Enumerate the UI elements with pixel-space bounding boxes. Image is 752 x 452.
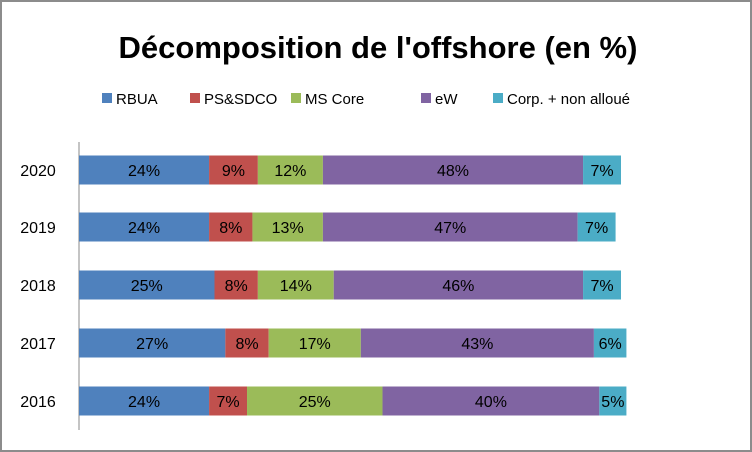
bar-segment [577, 212, 616, 242]
data-label: 7% [590, 163, 613, 180]
data-label: 25% [131, 278, 163, 295]
bar-segment [79, 155, 210, 185]
bar-segment [209, 155, 258, 185]
chart-title: Décomposition de l'offshore (en %) [119, 30, 638, 65]
data-label: 27% [136, 336, 168, 353]
category-label: 2016 [20, 394, 56, 411]
legend-label: MS Core [305, 91, 364, 108]
legend-swatch [190, 93, 200, 103]
legend-label: PS&SDCO [204, 91, 277, 108]
data-label: 14% [280, 278, 312, 295]
bar-segment [247, 386, 383, 416]
bar-segment [252, 212, 323, 242]
bar-segment [583, 155, 621, 185]
data-label: 46% [442, 278, 474, 295]
bar-segment [382, 386, 600, 416]
data-label: 17% [299, 336, 331, 353]
category-label: 2018 [20, 278, 56, 295]
bar-segment [209, 386, 248, 416]
category-label: 2019 [20, 220, 56, 237]
data-label: 7% [216, 394, 239, 411]
data-label: 9% [222, 163, 245, 180]
bar-segment [79, 328, 226, 358]
data-label: 47% [434, 220, 466, 237]
legend-label: Corp. + non alloué [507, 91, 630, 108]
data-label: 7% [585, 220, 608, 237]
bar-segment [583, 270, 621, 300]
data-label: 24% [128, 220, 160, 237]
legend-label: RBUA [116, 91, 158, 108]
category-label: 2017 [20, 336, 56, 353]
bar-segment [214, 270, 258, 300]
data-label: 8% [219, 220, 242, 237]
legend-swatch [291, 93, 301, 103]
data-label: 43% [461, 336, 493, 353]
bar-segment [225, 328, 269, 358]
bar-segment [209, 212, 253, 242]
legend-swatch [493, 93, 503, 103]
bars: 2020 24% 9% 12% 48% 7% 2019 24% 8% 13% 47% 7% 2018 25… [20, 155, 627, 416]
category-label: 2020 [20, 163, 56, 180]
bar-segment [333, 270, 584, 300]
bar-segment [79, 212, 210, 242]
legend-label: eW [435, 91, 458, 108]
data-label: 5% [601, 394, 624, 411]
data-label: 12% [274, 163, 306, 180]
legend: RBUA PS&SDCO MS Core eW Corp. + non alloué [102, 91, 630, 108]
bar-segment [79, 386, 210, 416]
data-label: 48% [437, 163, 469, 180]
data-label: 7% [590, 278, 613, 295]
legend-swatch [421, 93, 431, 103]
bar-segment [322, 155, 584, 185]
bar-segment [322, 212, 578, 242]
data-label: 24% [128, 163, 160, 180]
bar-segment [79, 270, 215, 300]
bar-segment [257, 270, 334, 300]
data-label: 13% [272, 220, 304, 237]
legend-swatch [102, 93, 112, 103]
data-label: 40% [475, 394, 507, 411]
data-label: 8% [225, 278, 248, 295]
data-label: 6% [599, 336, 622, 353]
data-label: 25% [299, 394, 331, 411]
bar-segment [360, 328, 594, 358]
bar-segment [268, 328, 361, 358]
data-label: 24% [128, 394, 160, 411]
bar-segment [593, 328, 627, 358]
data-label: 8% [235, 336, 258, 353]
bar-segment [257, 155, 323, 185]
bar-segment [599, 386, 627, 416]
